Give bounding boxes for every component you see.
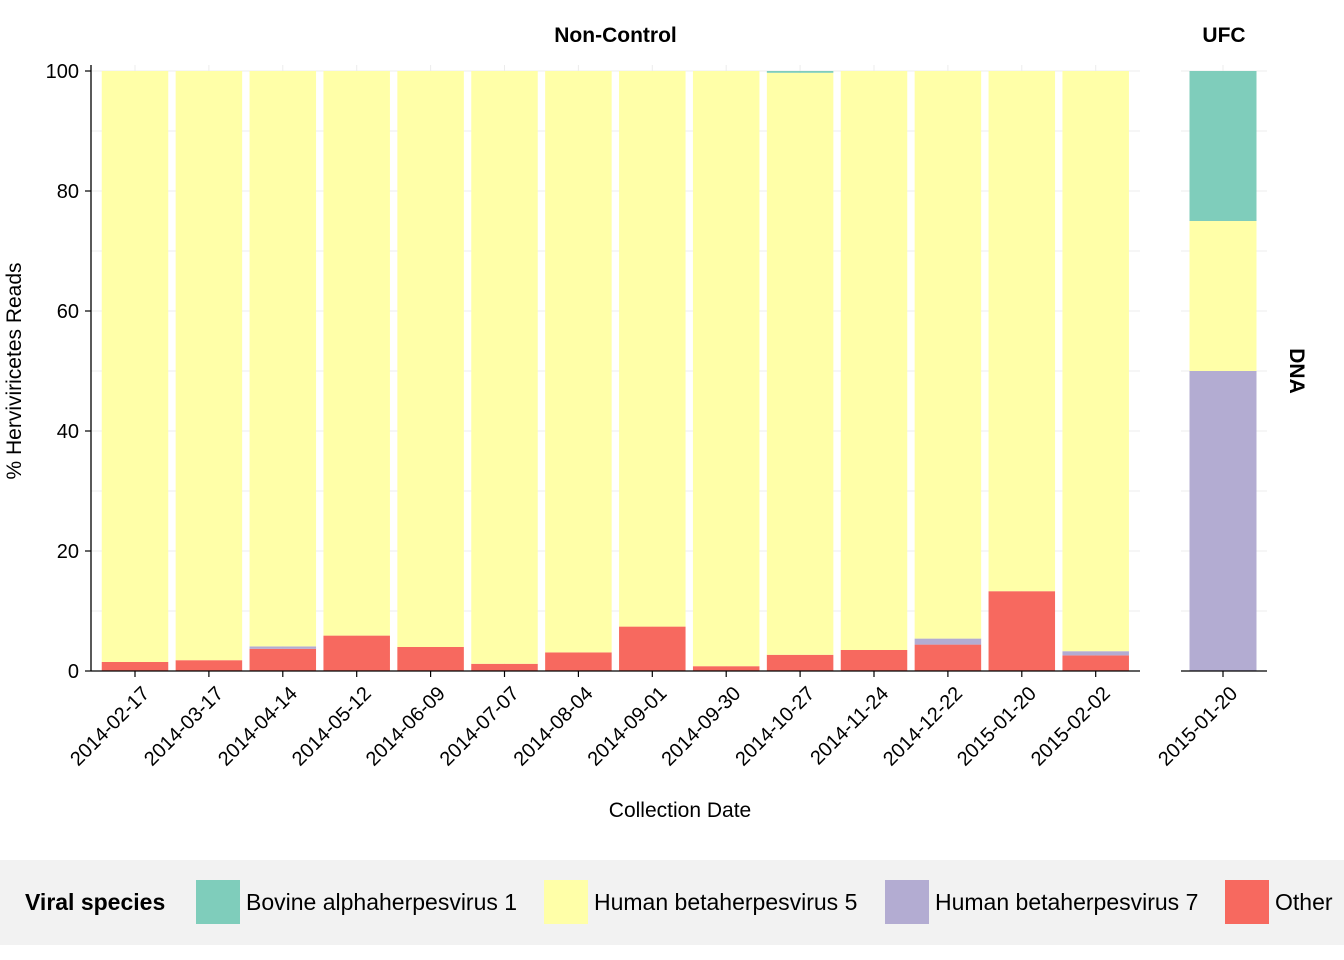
bar-non-control-2014-07-07-other [471,663,538,671]
bar-non-control-2014-09-30-other [692,666,760,671]
legend-item-other: Other [1225,880,1333,924]
legend-swatch-bovine-alphaherpesvirus-1 [196,880,240,924]
x-tick-label-non-control-2014-09-30: 2014-09-30 [657,683,745,771]
bar-non-control-2014-10-27-human-betaherpesvirus-5 [766,72,834,655]
bar-non-control-2014-07-07-human-betaherpesvirus-5 [471,71,538,664]
bar-non-control-2014-12-22-human-betaherpesvirus-5 [914,71,982,639]
legend-swatch-human-betaherpesvirus-7 [885,880,929,924]
legend-item-human-betaherpesvirus-7: Human betaherpesvirus 7 [885,880,1198,924]
row-strip-label: DNA [1285,348,1308,394]
x-tick-label-non-control-2014-05-12: 2014-05-12 [288,683,376,771]
x-tick-label-non-control-2014-07-07: 2014-07-07 [436,683,524,771]
y-tick-label-100: 100 [46,61,79,83]
bar-non-control-2014-09-30-human-betaherpesvirus-5 [692,71,760,667]
bar-non-control-2014-12-22-human-betaherpesvirus-7 [914,638,982,645]
bar-ufc-2015-01-20-bovine-alphaherpesvirus-1 [1189,71,1257,221]
y-tick-label-20: 20 [57,541,79,563]
chart-svg: 2014-02-172014-03-172014-04-142014-05-12… [3,24,1308,822]
x-tick-label-non-control-2014-10-27: 2014-10-27 [731,683,819,771]
x-tick-label-non-control-2015-02-02: 2015-02-02 [1027,683,1115,771]
panel-title-ufc: UFC [1202,24,1245,47]
bar-non-control-2015-02-02-human-betaherpesvirus-5 [1062,71,1129,652]
bar-non-control-2015-01-20-other [988,591,1056,671]
bar-non-control-2014-10-27-bovine-alphaherpesvirus-1 [766,71,834,73]
y-axis-label: % Herviviricetes Reads [3,262,26,479]
x-tick-label-non-control-2014-12-22: 2014-12-22 [879,683,967,771]
bar-non-control-2014-03-17-other [175,660,243,671]
legend: Viral species Bovine alphaherpesvirus 1 … [0,860,1344,945]
x-tick-label-non-control-2014-02-17: 2014-02-17 [66,683,154,771]
legend-item-human-betaherpesvirus-5: Human betaherpesvirus 5 [544,880,857,924]
bar-non-control-2015-02-02-human-betaherpesvirus-7 [1062,651,1129,656]
bar-non-control-2014-02-17-human-betaherpesvirus-5 [101,71,169,662]
bar-non-control-2014-11-24-other [840,650,908,671]
x-tick-label-non-control-2014-04-14: 2014-04-14 [214,683,302,771]
legend-title: Viral species [25,889,166,915]
bar-non-control-2014-12-22-other [914,644,982,671]
legend-label-human-betaherpesvirus-7: Human betaherpesvirus 7 [935,888,1199,915]
bar-non-control-2014-08-04-human-betaherpesvirus-5 [545,71,612,653]
legend-swatch-other [1225,880,1269,924]
bar-non-control-2014-09-01-other [619,626,686,671]
bar-non-control-2015-02-02-other [1062,655,1129,671]
bar-non-control-2014-04-14-human-betaherpesvirus-7 [249,646,317,649]
bar-non-control-2014-09-01-human-betaherpesvirus-5 [619,71,686,627]
y-tick-label-40: 40 [57,421,79,443]
y-tick-label-80: 80 [57,181,79,203]
panel-title-non-control: Non-Control [554,24,676,47]
bar-non-control-2014-04-14-other [249,648,317,671]
y-tick-label-60: 60 [57,301,79,323]
x-tick-label-non-control-2014-09-01: 2014-09-01 [584,683,672,771]
bar-non-control-2015-01-20-human-betaherpesvirus-5 [988,71,1056,592]
x-axis-label: Collection Date [609,799,751,822]
legend-item-bovine-alphaherpesvirus-1: Bovine alphaherpesvirus 1 [196,880,517,924]
x-tick-label-non-control-2014-08-04: 2014-08-04 [510,683,598,771]
bar-non-control-2014-10-27-other [766,654,834,671]
x-tick-label-ufc-2015-01-20: 2015-01-20 [1154,683,1242,771]
bar-non-control-2014-11-24-human-betaherpesvirus-5 [840,71,908,650]
bar-non-control-2014-03-17-human-betaherpesvirus-5 [175,71,243,661]
bar-ufc-2015-01-20-human-betaherpesvirus-7 [1189,371,1257,671]
bar-non-control-2014-05-12-other [323,635,390,671]
legend-swatch-human-betaherpesvirus-5 [544,880,588,924]
bar-non-control-2014-08-04-other [545,652,612,671]
y-tick-label-0: 0 [68,661,79,683]
bar-non-control-2014-06-09-other [397,647,464,671]
bar-non-control-2014-05-12-human-betaherpesvirus-5 [323,71,390,636]
bar-ufc-2015-01-20-human-betaherpesvirus-5 [1189,221,1257,371]
legend-label-other: Other [1275,888,1333,915]
legend-label-human-betaherpesvirus-5: Human betaherpesvirus 5 [594,888,858,915]
legend-label-bovine-alphaherpesvirus-1: Bovine alphaherpesvirus 1 [246,888,518,915]
x-tick-label-non-control-2014-03-17: 2014-03-17 [140,683,228,771]
x-tick-label-non-control-2015-01-20: 2015-01-20 [953,683,1041,771]
bar-non-control-2014-04-14-human-betaherpesvirus-5 [249,71,317,647]
bar-non-control-2014-02-17-other [101,662,169,671]
x-tick-label-non-control-2014-06-09: 2014-06-09 [362,683,450,771]
bar-non-control-2014-06-09-human-betaherpesvirus-5 [397,71,464,647]
